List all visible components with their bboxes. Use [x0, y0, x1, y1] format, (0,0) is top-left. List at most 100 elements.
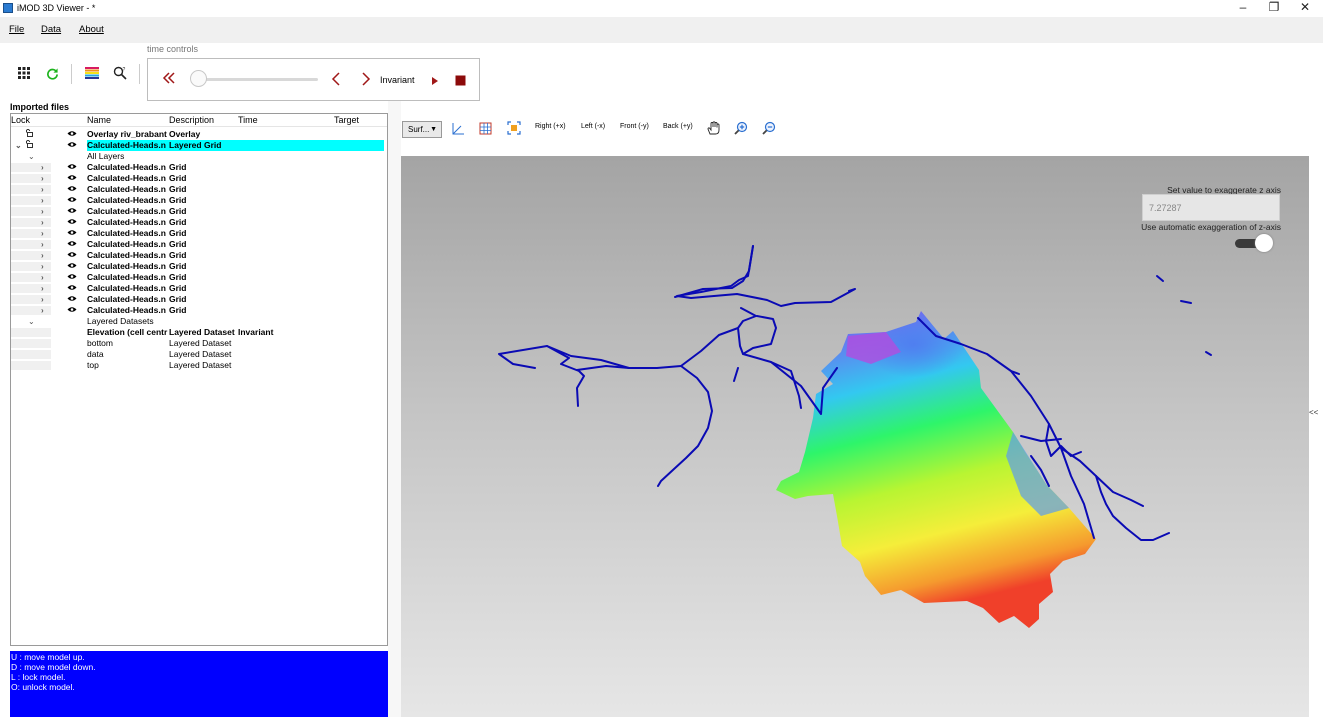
tree-row[interactable]: › Calculated-Heads.n Grid: [11, 250, 387, 261]
chevron-down-icon[interactable]: ⌄: [15, 141, 22, 150]
fit-view-icon[interactable]: [507, 121, 521, 137]
menu-about[interactable]: About: [79, 24, 104, 35]
visibility-eye-icon[interactable]: [67, 184, 77, 195]
chevron-right-icon[interactable]: ›: [41, 251, 44, 260]
tree-row[interactable]: data Layered Dataset: [11, 349, 387, 360]
menu-data[interactable]: Data: [41, 24, 62, 35]
column-description[interactable]: Description: [169, 115, 215, 125]
view-right-button[interactable]: Right (+x): [535, 123, 566, 130]
restore-icon[interactable]: ❐: [1268, 0, 1280, 14]
column-name[interactable]: Name: [87, 115, 112, 125]
minimize-icon[interactable]: –: [1239, 0, 1247, 14]
grid-icon[interactable]: [16, 65, 32, 81]
unlock-icon[interactable]: [25, 140, 33, 151]
z-exaggeration-input[interactable]: 7.27287: [1142, 194, 1280, 221]
visibility-eye-icon[interactable]: [67, 217, 77, 228]
query-icon[interactable]: ?: [112, 65, 128, 81]
chevron-right-icon[interactable]: ›: [41, 207, 44, 216]
visibility-eye-icon[interactable]: [67, 283, 77, 294]
visibility-eye-icon[interactable]: [67, 228, 77, 239]
visibility-eye-icon[interactable]: [67, 162, 77, 173]
chevron-right-icon[interactable]: ›: [41, 306, 44, 315]
tree-row[interactable]: › Calculated-Heads.n Grid: [11, 294, 387, 305]
tree-row[interactable]: › Calculated-Heads.n Grid: [11, 261, 387, 272]
row-description: Grid: [169, 294, 187, 304]
chevron-right-icon[interactable]: ›: [41, 284, 44, 293]
visibility-eye-icon[interactable]: [67, 173, 77, 184]
visibility-eye-icon[interactable]: [67, 140, 77, 151]
tree-row[interactable]: › Calculated-Heads.n Grid: [11, 162, 387, 173]
chevron-down-icon[interactable]: ⌄: [28, 152, 35, 161]
tree-row[interactable]: › Calculated-Heads.n Grid: [11, 206, 387, 217]
3d-viewport[interactable]: Set value to exaggerate z axis 7.27287 U…: [401, 156, 1309, 717]
chevron-right-icon[interactable]: ›: [41, 273, 44, 282]
zoom-out-icon[interactable]: [762, 121, 776, 137]
tree-row[interactable]: ⌄ All Layers: [11, 151, 387, 162]
tree-row[interactable]: › Calculated-Heads.n Grid: [11, 283, 387, 294]
view-left-button[interactable]: Left (-x): [581, 123, 606, 130]
chevron-right-icon[interactable]: ›: [41, 163, 44, 172]
next-icon[interactable]: [361, 72, 371, 88]
row-gutter: [11, 273, 51, 282]
tree-row[interactable]: Overlay riv_brabant Overlay: [11, 129, 387, 140]
unlock-icon[interactable]: [25, 129, 33, 140]
tree-row[interactable]: › Calculated-Heads.n Grid: [11, 184, 387, 195]
column-target[interactable]: Target: [334, 115, 360, 125]
visibility-eye-icon[interactable]: [67, 305, 77, 316]
tree-row[interactable]: › Calculated-Heads.n Grid: [11, 305, 387, 316]
tree-row[interactable]: › Calculated-Heads.n Grid: [11, 173, 387, 184]
chevron-right-icon[interactable]: ›: [41, 262, 44, 271]
previous-icon[interactable]: [331, 72, 341, 88]
visibility-eye-icon[interactable]: [67, 272, 77, 283]
tree-row[interactable]: › Calculated-Heads.n Grid: [11, 217, 387, 228]
panel-splitter[interactable]: [388, 101, 401, 717]
visibility-eye-icon[interactable]: [67, 261, 77, 272]
tree-row[interactable]: › Calculated-Heads.n Grid: [11, 239, 387, 250]
stop-icon[interactable]: [455, 75, 466, 88]
chevron-right-icon[interactable]: ›: [41, 295, 44, 304]
row-name: Calculated-Heads.n: [87, 239, 166, 249]
visibility-eye-icon[interactable]: [67, 239, 77, 250]
rewind-icon[interactable]: [162, 71, 176, 87]
chevron-right-icon[interactable]: ›: [41, 174, 44, 183]
chevron-down-icon[interactable]: ⌄: [28, 317, 35, 326]
chevron-right-icon[interactable]: ›: [41, 218, 44, 227]
collapse-panel-button[interactable]: <<: [1309, 408, 1319, 417]
view-front-button[interactable]: Front (-y): [620, 123, 649, 130]
visibility-eye-icon[interactable]: [67, 250, 77, 261]
column-time[interactable]: Time: [238, 115, 258, 125]
auto-exaggeration-toggle[interactable]: [1235, 234, 1273, 252]
tree-row[interactable]: › Calculated-Heads.n Grid: [11, 195, 387, 206]
visibility-eye-icon[interactable]: [67, 129, 77, 140]
imported-files-tree[interactable]: Lock Name Description Time Target Overla…: [10, 113, 388, 646]
tree-row[interactable]: bottom Layered Dataset: [11, 338, 387, 349]
zoom-in-icon[interactable]: [734, 121, 748, 137]
visibility-eye-icon[interactable]: [67, 195, 77, 206]
view-back-button[interactable]: Back (+y): [663, 123, 693, 130]
render-mode-select[interactable]: Surf... ▼: [402, 121, 442, 138]
bounding-box-icon[interactable]: [479, 122, 492, 137]
time-slider-track[interactable]: [198, 78, 318, 81]
chevron-right-icon[interactable]: ›: [41, 240, 44, 249]
visibility-eye-icon[interactable]: [67, 206, 77, 217]
tree-row[interactable]: top Layered Dataset: [11, 360, 387, 371]
time-slider-handle[interactable]: [190, 70, 207, 87]
tree-row[interactable]: › Calculated-Heads.n Grid: [11, 272, 387, 283]
axes-icon[interactable]: [452, 122, 465, 137]
tree-row[interactable]: ⌄ Calculated-Heads.n Layered Grid: [11, 140, 387, 151]
close-icon[interactable]: ✕: [1299, 0, 1311, 14]
tree-row[interactable]: › Calculated-Heads.n Grid: [11, 228, 387, 239]
column-lock[interactable]: Lock: [11, 115, 31, 125]
tree-row[interactable]: ⌄ Layered Datasets: [11, 316, 387, 327]
visibility-eye-icon[interactable]: [67, 294, 77, 305]
tree-row[interactable]: Elevation (cell centr Layered Dataset Inva…: [11, 327, 387, 338]
menu-file[interactable]: File: [9, 24, 25, 35]
play-icon[interactable]: [431, 76, 439, 88]
chevron-right-icon[interactable]: ›: [41, 229, 44, 238]
chevron-right-icon[interactable]: ›: [41, 185, 44, 194]
chevron-right-icon[interactable]: ›: [41, 196, 44, 205]
colormap-icon[interactable]: [84, 65, 100, 81]
refresh-icon[interactable]: [44, 65, 60, 81]
row-gutter: [11, 185, 51, 194]
pan-hand-icon[interactable]: [707, 121, 720, 137]
